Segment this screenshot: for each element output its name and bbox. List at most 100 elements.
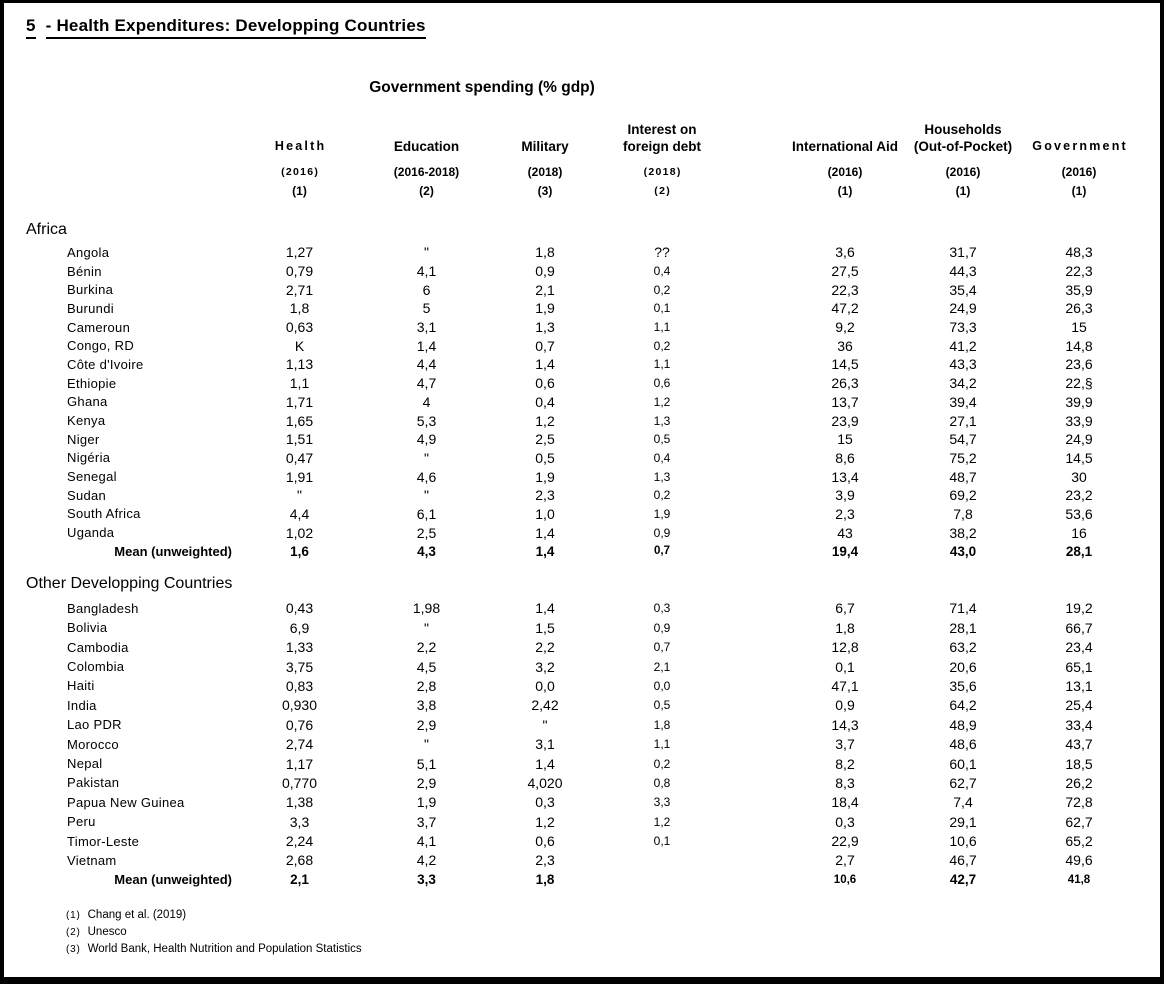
- value-cell: 18,5: [1065, 755, 1093, 772]
- column-year: (2016): [1061, 165, 1097, 179]
- value-cell: 1,71: [285, 393, 314, 410]
- value-cell: 1,65: [285, 412, 314, 429]
- value-cell: 73,3: [949, 319, 977, 336]
- value-cell: 48,6: [949, 736, 977, 753]
- footnote: (3) World Bank, Health Nutrition and Popu…: [66, 941, 362, 958]
- value-cell: 22,3: [1065, 263, 1093, 280]
- value-cell: 1,2: [653, 814, 671, 829]
- country-cell: Vietnam: [67, 852, 117, 868]
- table-row: Cambodia 1,33 2,2 2,2 0,7 12,8 63,2 23,4: [26, 637, 1136, 656]
- table-row: Lao PDR 0,76 2,9 " 1,8 14,3 48,9 33,4: [26, 715, 1136, 734]
- country-cell: Timor-Leste: [67, 833, 140, 849]
- table-row: Sudan " " 2,3 0,2 3,9 69,2 23,2: [26, 486, 1136, 505]
- value-cell: 65,2: [1065, 833, 1093, 850]
- table-row: Cameroun 0,63 3,1 1,3 1,1 9,2 73,3 15: [26, 318, 1136, 337]
- column-name: International Aid: [792, 103, 898, 155]
- country-cell: Ethiopie: [67, 375, 117, 391]
- value-cell: 23,9: [831, 412, 859, 429]
- value-cell: 23,6: [1065, 356, 1093, 373]
- value-cell: 0,43: [285, 600, 314, 617]
- value-cell: 0,63: [285, 319, 314, 336]
- value-cell: 35,6: [949, 677, 977, 694]
- value-cell: 48,7: [949, 468, 977, 485]
- table-body: Africa Angola 1,27 " 1,8?? 3,6 31,7 48,3 Bénin 0,…: [26, 203, 1136, 890]
- value-cell: 0,2: [653, 282, 671, 297]
- value-cell: 15: [837, 431, 853, 448]
- value-cell: 2,68: [285, 852, 314, 869]
- value-cell: 4,020: [527, 774, 563, 791]
- value-cell: 0,5: [535, 449, 555, 466]
- table-row: India 0,930 3,8 2,42 0,5 0,9 64,2 25,4: [26, 696, 1136, 715]
- value-cell: 0,1: [653, 301, 671, 316]
- value-cell: 4,6: [416, 468, 437, 485]
- value-cell: 1,3: [535, 319, 555, 336]
- value-cell: ": [297, 487, 302, 504]
- title-text: - Health Expenditures: Developping Count…: [45, 16, 426, 39]
- country-cell: Sudan: [67, 487, 107, 503]
- column-source-ref: (1): [292, 184, 307, 198]
- value-cell: 5: [422, 300, 431, 317]
- value-cell: 1,9: [535, 468, 555, 485]
- table-row: Senegal 1,91 4,6 1,9 1,3 13,4 48,7 30: [26, 467, 1136, 486]
- value-cell: 0,79: [285, 263, 314, 280]
- column-header-government: Government (2016) (1): [1022, 103, 1136, 200]
- value-cell: 0,6: [535, 833, 555, 850]
- table-row: Haiti 0,83 2,8 0,0 0,0 47,1 35,6 13,1: [26, 676, 1136, 695]
- column-name-line: Government: [1032, 139, 1128, 153]
- country-cell: Nigéria: [67, 450, 111, 466]
- value-cell: 28,1: [1065, 543, 1093, 559]
- value-cell: 2,5: [535, 431, 555, 448]
- value-cell: 7,4: [953, 794, 973, 811]
- value-cell: 43: [837, 524, 853, 541]
- value-cell: 13,4: [831, 468, 859, 485]
- footnote-text: World Bank, Health Nutrition and Populat…: [87, 943, 362, 955]
- column-name-line: Households: [924, 122, 1002, 137]
- value-cell: 13,1: [1065, 677, 1093, 694]
- table-row: Pakistan 0,770 2,9 4,020 0,8 8,3 62,7 26,2: [26, 773, 1136, 792]
- value-cell: 0,2: [653, 488, 671, 503]
- country-cell: Haiti: [67, 678, 95, 694]
- country-cell: Burundi: [67, 300, 114, 316]
- value-cell: 2,8: [416, 677, 437, 694]
- column-name: Health: [273, 103, 327, 155]
- value-cell: 33,4: [1065, 716, 1093, 733]
- value-cell: 39,4: [949, 393, 977, 410]
- value-cell: 3,75: [285, 658, 314, 675]
- column-year: (2016-2018): [393, 165, 460, 179]
- value-cell: 0,6: [535, 375, 555, 392]
- footnote-number: (1): [66, 910, 81, 921]
- value-cell: 0,4: [653, 450, 671, 465]
- country-cell: Senegal: [67, 469, 117, 485]
- value-cell: 6,7: [835, 600, 855, 617]
- value-cell: 27,1: [949, 412, 977, 429]
- table-row: Bangladesh 0,43 1,98 1,4 0,3 6,7 71,4 19,2: [26, 599, 1136, 618]
- value-cell: 35,4: [949, 281, 977, 298]
- value-cell: 44,3: [949, 263, 977, 280]
- value-cell: 41,2: [949, 337, 977, 354]
- value-cell: ": [424, 736, 429, 753]
- value-cell: 22,9: [831, 833, 859, 850]
- column-name-line: (Out-of-Pocket): [913, 139, 1013, 154]
- value-cell: 41,8: [1067, 873, 1091, 886]
- column-name: Government: [1030, 103, 1128, 155]
- country-cell: Papua New Guinea: [67, 794, 185, 810]
- value-cell: 1,8: [535, 244, 555, 261]
- value-cell: 3,1: [416, 319, 437, 336]
- mean-row: Mean (unweighted) 1,6 4,3 1,4 0,7 19,4 43,0 28,…: [26, 542, 1136, 561]
- value-cell: 39,9: [1065, 393, 1093, 410]
- value-cell: 43,3: [949, 356, 977, 373]
- value-cell: 38,2: [949, 524, 977, 541]
- column-name-line: Health: [274, 139, 327, 153]
- column-source-ref: (3): [537, 184, 553, 198]
- value-cell: 0,0: [535, 677, 555, 694]
- mean-label: Mean (unweighted): [114, 543, 232, 559]
- value-cell: 2,74: [285, 736, 314, 753]
- column-year: (2018): [643, 166, 682, 178]
- value-cell: 0,9: [653, 620, 671, 635]
- table-row: Côte d'Ivoire 1,13 4,4 1,4 1,1 14,5 43,3 23,6: [26, 355, 1136, 374]
- country-cell: Bangladesh: [67, 600, 139, 616]
- value-cell: 3,6: [835, 244, 855, 261]
- footnote-number: (3): [66, 944, 81, 955]
- value-cell: 19,4: [831, 543, 859, 559]
- value-cell: 2,71: [285, 281, 314, 298]
